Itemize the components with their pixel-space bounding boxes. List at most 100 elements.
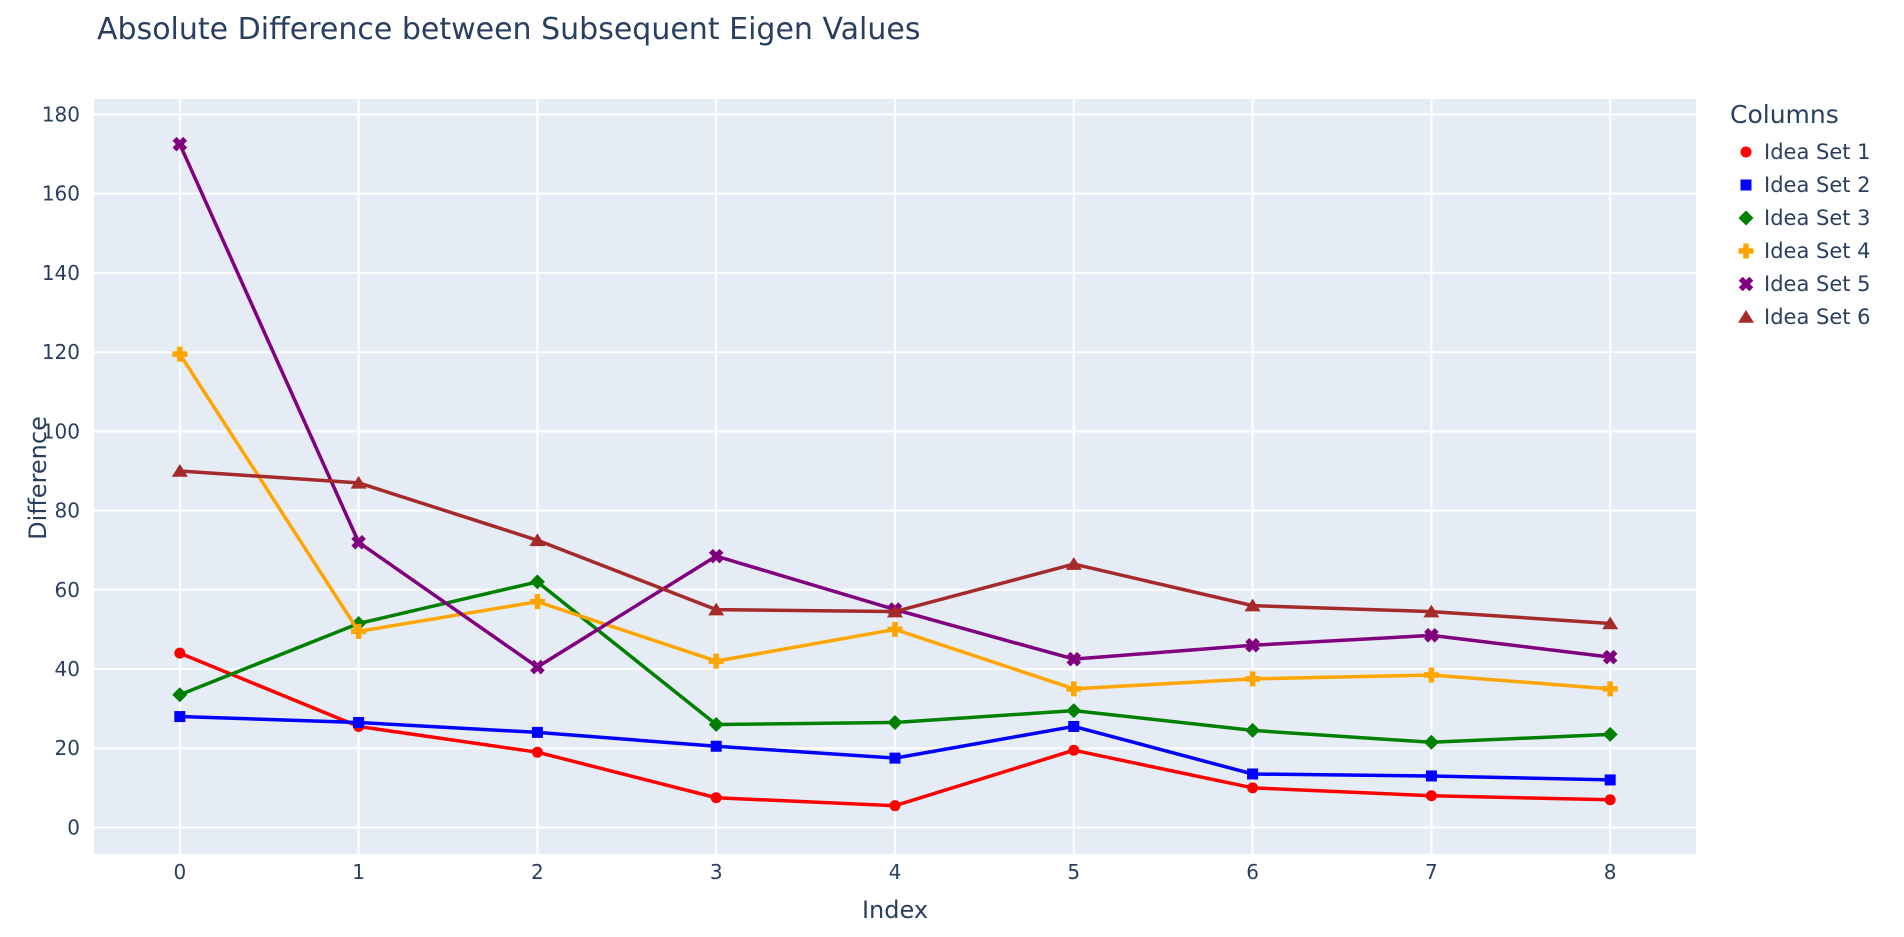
x-tick-label: 4 [889,860,902,884]
data-point-marker [708,548,724,564]
data-point-marker [171,463,188,477]
circle-marker-icon [1740,146,1752,157]
cross-marker-icon [1738,243,1754,258]
x-tick-label: 0 [173,860,186,884]
legend-label: Idea Set 2 [1764,172,1871,197]
legend-item-idea-set-3[interactable]: Idea Set 3 [1712,201,1871,234]
series-idea-set-1 [174,647,1616,812]
x-tick-label: 2 [531,860,544,884]
y-tick-label: 100 [42,419,80,443]
square-marker-icon [1740,179,1752,190]
y-axis-title: Difference [24,416,52,540]
data-point-marker [531,726,543,738]
square-marker-icon-shape [1740,179,1752,190]
legend-label: Idea Set 3 [1764,205,1871,230]
data-point-marker [1245,637,1260,653]
x-tick-label: 8 [1604,860,1617,884]
data-point-marker [172,346,188,362]
series-idea-set-2 [174,711,1616,786]
cross-marker-icon-shape [1738,243,1754,258]
x-tick-label: 1 [352,860,365,884]
legend-label: Idea Set 6 [1764,304,1871,329]
data-point-marker [889,800,901,812]
data-point-marker [530,659,545,675]
y-tick-label: 20 [55,736,80,760]
legend-items: Idea Set 1 Idea Set 2 Idea Set 3 Idea Set 4… [1712,135,1871,333]
data-point-marker [1423,667,1439,683]
data-point-marker [708,602,725,616]
data-point-marker [1423,734,1439,750]
y-tick-label: 60 [55,578,80,602]
data-point-marker [1247,768,1259,780]
data-point-marker [1602,649,1618,665]
data-point-marker [1604,794,1616,806]
x-marker-icon [1738,276,1754,291]
data-point-marker [1602,681,1618,697]
x-tick-label: 5 [1067,860,1080,884]
y-tick-label: 160 [42,182,80,206]
circle-marker-icon-shape [1740,146,1752,157]
data-point-marker [174,647,186,659]
data-point-marker [1068,744,1080,756]
y-tick-label: 120 [42,340,80,364]
data-point-marker [889,752,901,764]
data-point-marker [1065,557,1082,570]
data-point-marker [1066,681,1082,697]
data-point-marker [710,740,722,752]
legend-item-idea-set-1[interactable]: Idea Set 1 [1712,135,1871,168]
legend-label: Idea Set 5 [1764,271,1871,296]
legend-label: Idea Set 1 [1764,139,1871,164]
y-tick-label: 40 [55,657,80,681]
legend-item-idea-set-5[interactable]: Idea Set 5 [1712,267,1871,300]
data-point-marker [708,653,724,669]
data-point-marker [353,716,365,728]
data-point-marker [1602,616,1619,630]
legend-label: Idea Set 4 [1764,238,1871,263]
series-idea-set-6 [171,463,1619,630]
data-point-marker [887,714,903,730]
legend-item-idea-set-2[interactable]: Idea Set 2 [1712,168,1871,201]
data-point-marker [1423,604,1440,618]
x-axis-title: Index [861,896,929,924]
data-point-marker [887,621,903,637]
x-marker-icon-shape [1738,276,1754,291]
data-point-marker [172,136,188,152]
data-point-marker [708,716,724,732]
y-tick-label: 140 [42,261,80,285]
diamond-marker-icon [1738,210,1754,225]
data-point-marker [1604,774,1616,786]
x-tick-label: 3 [710,860,723,884]
legend-item-idea-set-4[interactable]: Idea Set 4 [1712,234,1871,267]
data-point-marker [1245,671,1261,687]
data-point-marker [1244,598,1261,612]
y-tick-label: 0 [67,815,80,839]
x-tick-label: 7 [1425,860,1438,884]
data-point-marker [887,604,903,618]
data-point-marker [529,594,545,610]
data-point-marker [1247,782,1259,794]
chart-title: Absolute Difference between Subsequent E… [97,12,921,47]
data-point-marker [710,792,722,804]
triangle-up-marker-icon [1738,309,1754,323]
y-tick-label: 80 [55,499,80,523]
data-point-marker [1602,726,1618,742]
legend: Columns Idea Set 1 Idea Set 2 Idea Set 3 Id… [1712,100,1871,333]
legend-item-idea-set-6[interactable]: Idea Set 6 [1712,300,1871,333]
data-point-marker [1068,720,1080,732]
data-point-marker [172,687,188,703]
data-point-marker [174,711,186,723]
data-point-marker [351,534,366,550]
data-point-marker [1066,703,1082,719]
data-point-marker [531,746,543,758]
data-point-marker [1245,722,1261,738]
data-point-marker [1425,790,1437,802]
data-point-marker [1425,770,1437,782]
diamond-marker-icon-shape [1738,210,1754,225]
y-tick-label: 180 [42,102,80,126]
data-point-marker [1424,628,1439,643]
data-point-marker [1066,651,1082,667]
data-point-marker [529,533,546,547]
x-tick-label: 6 [1246,860,1259,884]
